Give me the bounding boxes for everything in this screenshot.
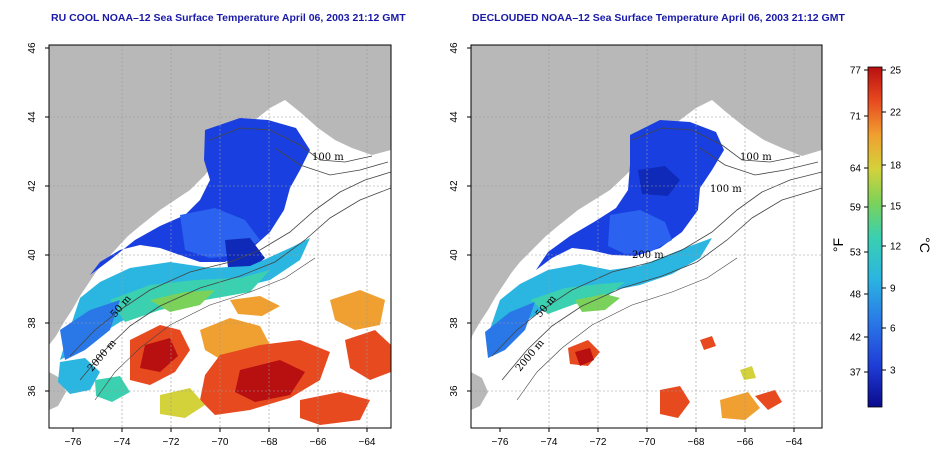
contour-label-100m-a: 100 m: [740, 152, 772, 163]
panel-2-x-tick-label: −70: [639, 437, 656, 448]
colorbar-f-label: 59: [850, 203, 862, 214]
panel-1-y-tick-label: 36: [27, 385, 38, 397]
panel-2-x-tick-label: −74: [541, 437, 558, 448]
panel-2-x-tick-label: −66: [737, 437, 754, 448]
panel-2-x-tick-label: −76: [492, 437, 509, 448]
panel-2-x-tick-label: −72: [590, 437, 607, 448]
panel-1-x-tick-label: −70: [212, 437, 229, 448]
map-panel-2: 100 m 100 m 200 m 50 m 2000 m: [470, 44, 823, 429]
panel-1-x-tick-label: −66: [310, 437, 327, 448]
panel-2-x-tick-label: −68: [688, 437, 705, 448]
contour-label-100m: 100 m: [312, 152, 344, 163]
panel-2-y-tick-label: 36: [449, 385, 460, 397]
panel-1-y-tick-label: 40: [27, 249, 38, 261]
colorbar-c-label: 3: [890, 366, 896, 377]
panel-1-x-tick-label: −74: [114, 437, 131, 448]
colorbar-c-label: 18: [890, 161, 902, 172]
map-panel-1: 100 m 50 m 2000 m: [48, 44, 392, 429]
colorbar-f-label: 77: [850, 66, 862, 77]
land-mass: [49, 45, 391, 345]
panel-1-x-tick-label: −72: [163, 437, 180, 448]
colorbar-f-label: 64: [850, 164, 862, 175]
panel-1-title: RU COOL NOAA–12 Sea Surface Temperature …: [51, 12, 406, 24]
fahrenheit-unit: °F: [830, 238, 846, 252]
panel-1-x-tick-label: −68: [261, 437, 278, 448]
panel-2-x-tick-label: −64: [786, 437, 803, 448]
panel-1-y-tick-label: 46: [27, 42, 38, 54]
panel-1-y-tick-label: 42: [27, 180, 38, 192]
colorbar-c-label: 9: [890, 284, 896, 295]
panel-2-y-tick-label: 46: [449, 42, 460, 54]
colorbar-f-label: 71: [850, 112, 862, 123]
axes: −76 −74 −72 −70 −68 −66 −64 36 38 40 42 44 46 −76 −74 −…: [27, 42, 803, 448]
panel-2-y-tick-label: 42: [449, 180, 460, 192]
contour-label-200m: 200 m: [632, 250, 664, 261]
colorbar: °F °C 77 71 64 59 53 48 42 37 25 22 18 15 12 9 6 3: [830, 66, 933, 408]
colorbar-gradient: [867, 66, 883, 408]
colorbar-f-label: 37: [850, 368, 862, 379]
panel-1-y-tick-label: 44: [27, 111, 38, 123]
celsius-unit: °C: [917, 237, 933, 253]
panel-2-y-tick-label: 38: [449, 317, 460, 329]
panel-2-y-tick-label: 44: [449, 111, 460, 123]
colorbar-f-label: 42: [850, 333, 862, 344]
colorbar-c-label: 15: [890, 202, 902, 213]
panel-2-y-tick-label: 40: [449, 249, 460, 261]
colorbar-f-label: 48: [850, 290, 862, 301]
panel-1-x-tick-label: −76: [65, 437, 82, 448]
colorbar-f-label: 53: [850, 248, 862, 259]
colorbar-c-label: 6: [890, 324, 896, 335]
panel-1-y-tick-label: 38: [27, 317, 38, 329]
colorbar-c-label: 22: [890, 108, 902, 119]
colorbar-c-label: 12: [890, 242, 902, 253]
panel-1-x-tick-label: −64: [359, 437, 376, 448]
panel-2-title: DECLOUDED NOAA–12 Sea Surface Temperatur…: [472, 12, 845, 24]
colorbar-c-label: 25: [890, 66, 902, 77]
contour-label-100m-b: 100 m: [710, 184, 742, 195]
